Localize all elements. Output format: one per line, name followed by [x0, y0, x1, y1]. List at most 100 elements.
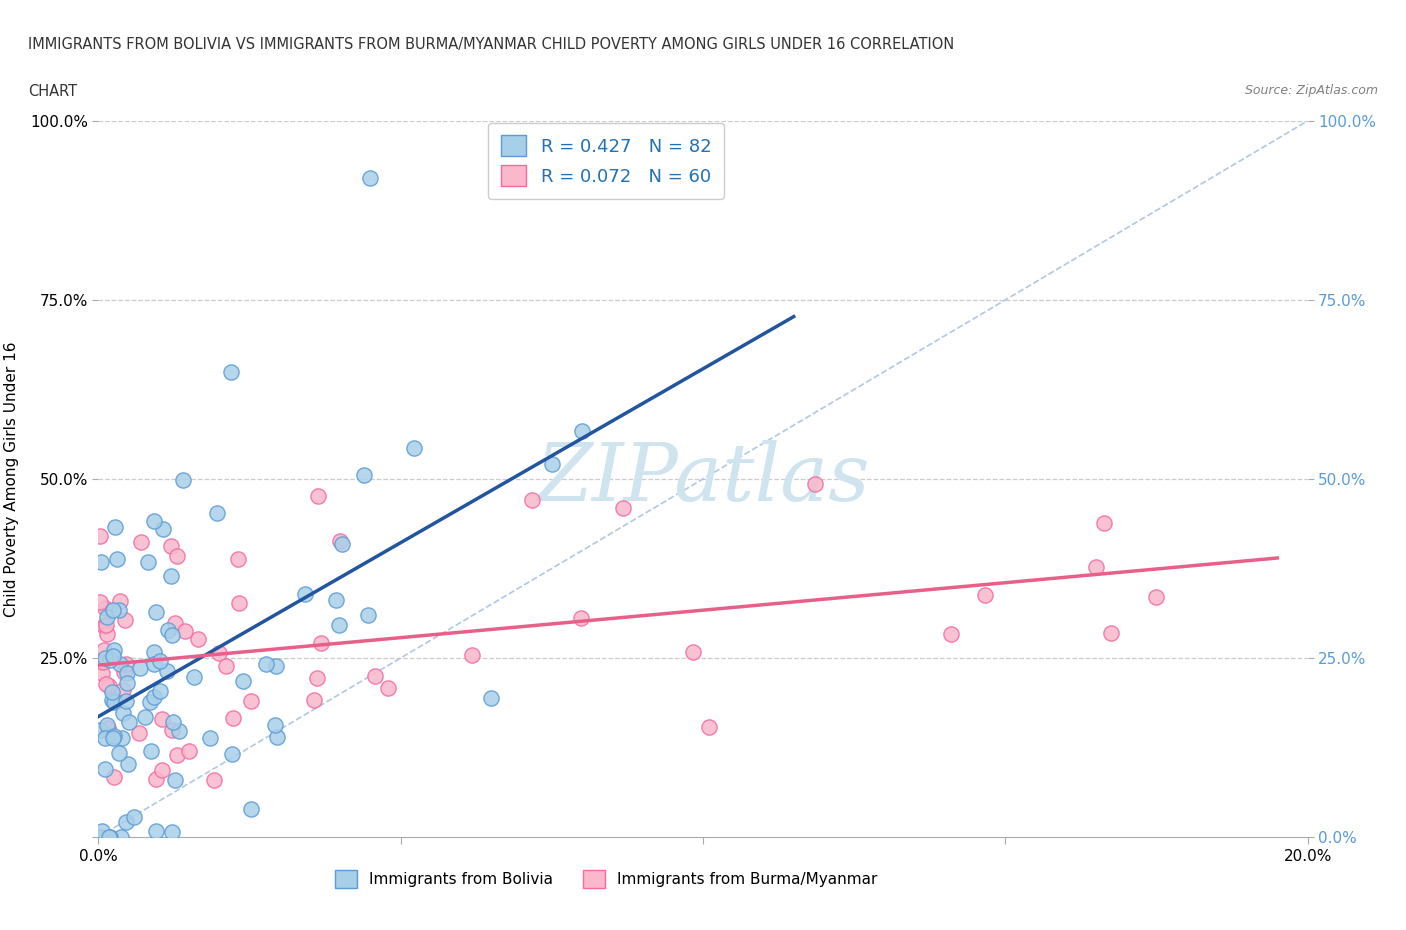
Point [104, 520, 127, 535]
Point [115, 693, 138, 708]
Point [98, 830, 121, 844]
Point [103, 729, 125, 744]
Point [94, 650, 117, 665]
Point [128, 725, 150, 740]
Point [101, 731, 124, 746]
Point [305, 671, 328, 685]
Point [114, 613, 136, 628]
Point [115, 665, 138, 680]
Point [163, 616, 186, 631]
Point [1092, 515, 1115, 530]
Point [128, 660, 150, 675]
Point [160, 825, 183, 840]
Point [90, 665, 112, 680]
Point [89, 723, 111, 737]
Point [96, 718, 118, 733]
Text: ZIPatlas: ZIPatlas [536, 440, 870, 518]
Point [803, 476, 825, 491]
Point [96, 626, 118, 641]
Point [364, 669, 387, 684]
Point [150, 763, 173, 777]
Text: CHART: CHART [28, 84, 77, 99]
Point [111, 731, 134, 746]
Point [1085, 559, 1108, 574]
Point [540, 457, 562, 472]
Point [93, 655, 115, 670]
Point [103, 695, 125, 710]
Point [222, 711, 245, 725]
Point [571, 423, 593, 438]
Point [200, 731, 222, 746]
Point [160, 723, 183, 737]
Point [330, 537, 353, 551]
Point [112, 665, 135, 680]
Point [103, 643, 125, 658]
Point [149, 684, 172, 698]
Point [105, 551, 128, 566]
Point [228, 595, 250, 610]
Point [98, 830, 121, 844]
Point [187, 631, 209, 646]
Point [166, 748, 188, 763]
Point [156, 663, 179, 678]
Text: IMMIGRANTS FROM BOLIVIA VS IMMIGRANTS FROM BURMA/MYANMAR CHILD POVERTY AMONG GIR: IMMIGRANTS FROM BOLIVIA VS IMMIGRANTS FR… [28, 37, 955, 52]
Point [152, 711, 174, 726]
Point [93, 642, 115, 657]
Point [461, 648, 484, 663]
Point [139, 695, 162, 710]
Point [118, 714, 141, 729]
Point [104, 694, 127, 709]
Point [111, 683, 134, 698]
Point [93, 618, 115, 633]
Point [328, 618, 350, 632]
Point [697, 720, 720, 735]
Point [108, 746, 131, 761]
Point [110, 830, 132, 844]
Point [122, 809, 145, 824]
Point [264, 658, 287, 673]
Point [172, 472, 194, 487]
Point [157, 623, 180, 638]
Legend: Immigrants from Bolivia, Immigrants from Burma/Myanmar: Immigrants from Bolivia, Immigrants from… [329, 864, 883, 894]
Point [111, 705, 134, 720]
Point [254, 657, 277, 671]
Point [357, 607, 380, 622]
Point [107, 602, 129, 617]
Point [612, 501, 634, 516]
Point [96, 618, 118, 632]
Point [162, 714, 184, 729]
Point [98, 653, 121, 668]
Point [115, 675, 138, 690]
Point [169, 724, 191, 739]
Point [89, 655, 111, 670]
Point [142, 689, 165, 704]
Point [143, 658, 166, 672]
Point [166, 548, 188, 563]
Point [117, 756, 139, 771]
Point [89, 594, 111, 609]
Y-axis label: Child Poverty Among Girls Under 16: Child Poverty Among Girls Under 16 [4, 341, 18, 617]
Point [110, 657, 132, 671]
Point [183, 670, 205, 684]
Point [89, 529, 111, 544]
Point [89, 830, 111, 844]
Point [159, 568, 181, 583]
Point [152, 522, 174, 537]
Point [325, 593, 347, 608]
Point [94, 731, 117, 746]
Point [94, 600, 117, 615]
Point [103, 769, 125, 784]
Point [404, 441, 426, 456]
Point [360, 171, 382, 186]
Point [974, 588, 997, 603]
Point [90, 554, 112, 569]
Point [159, 538, 181, 553]
Point [205, 505, 228, 520]
Point [101, 648, 124, 663]
Point [108, 593, 131, 608]
Point [97, 721, 120, 736]
Point [103, 603, 125, 618]
Point [309, 635, 332, 650]
Point [353, 467, 375, 482]
Point [294, 587, 316, 602]
